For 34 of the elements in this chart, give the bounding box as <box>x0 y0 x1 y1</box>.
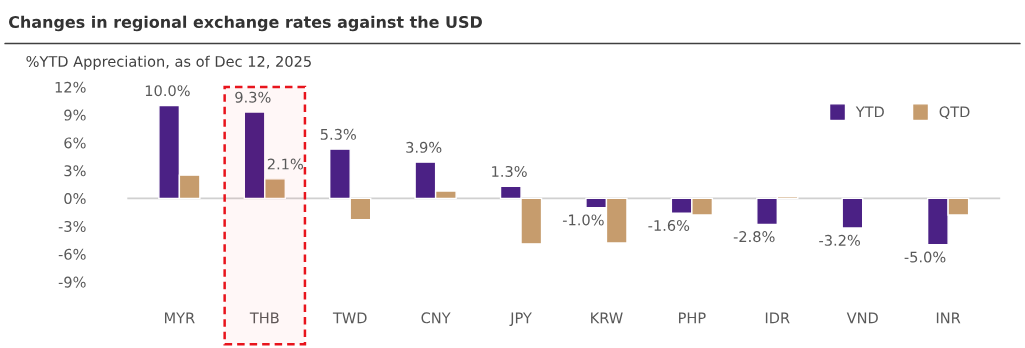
x-tick-label: THB <box>249 312 279 324</box>
chart-title: Changes in regional exchange rates against the USD <box>9 15 482 32</box>
data-label: 9.3% <box>235 91 271 103</box>
x-tick-label: PHP <box>679 312 706 324</box>
y-tick-label: -3% <box>58 220 86 232</box>
bar <box>841 197 864 229</box>
data-label: 2.1% <box>267 158 304 170</box>
x-tick-label: CNY <box>421 312 451 324</box>
x-tick-label: JPY <box>509 312 532 327</box>
chart-subtitle: %YTD Appreciation, as of Dec 12, 2025 <box>26 55 311 70</box>
data-label: 1.3% <box>492 165 527 177</box>
data-label: -5.0% <box>904 251 946 263</box>
legend-label: QTD <box>939 106 970 119</box>
y-tick-label: 12% <box>55 81 86 93</box>
x-tick-label: IDR <box>765 312 790 324</box>
data-label: 3.9% <box>406 141 442 153</box>
data-label: -1.0% <box>562 214 604 226</box>
x-tick-label: TWD <box>332 312 367 324</box>
y-tick-label: 0% <box>64 193 86 205</box>
x-tick-label: INR <box>936 312 961 324</box>
x-tick-label: MYR <box>164 312 195 324</box>
y-tick-label: -9% <box>58 276 86 288</box>
y-tick-label: 9% <box>64 109 86 121</box>
data-label: 5.3% <box>320 128 356 140</box>
data-label: -3.2% <box>819 234 860 246</box>
y-tick-label: -6% <box>58 248 86 260</box>
legend-label: YTD <box>855 106 884 118</box>
x-tick-label: VND <box>846 312 878 324</box>
data-label: -2.8% <box>733 231 775 243</box>
data-label: -1.6% <box>648 219 690 231</box>
data-label: 10.0% <box>145 85 190 97</box>
y-tick-label: 3% <box>64 165 86 177</box>
x-tick-label: KRW <box>591 312 623 324</box>
y-tick-label: 6% <box>64 137 86 149</box>
